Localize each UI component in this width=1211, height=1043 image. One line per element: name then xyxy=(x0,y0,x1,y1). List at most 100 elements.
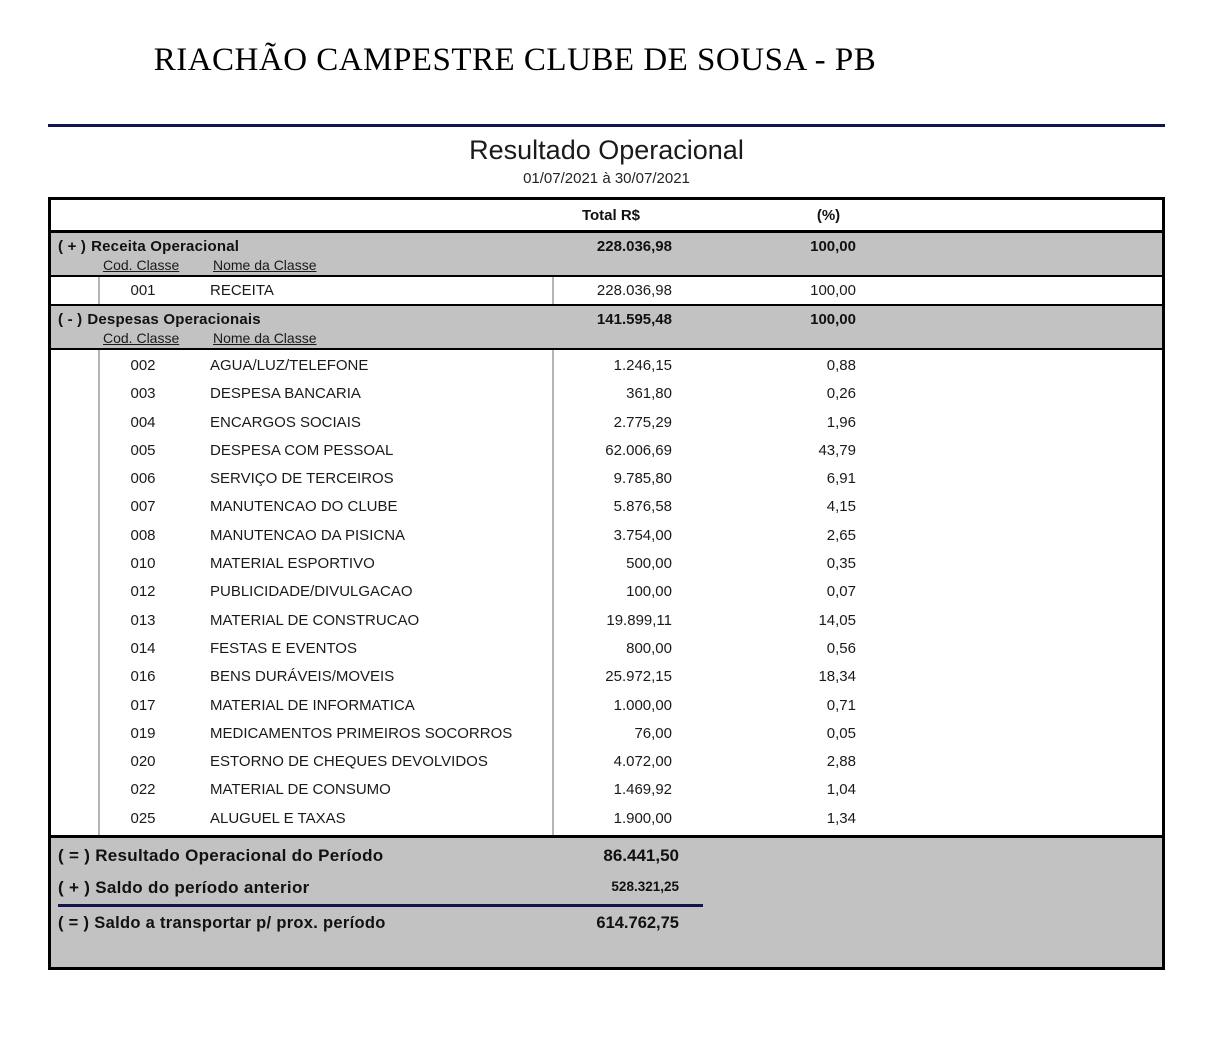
class-name: MEDICAMENTOS PRIMEIROS SOCORROS xyxy=(210,724,513,742)
section-title: ( - ) Despesas Operacionais xyxy=(58,311,261,328)
class-code: 016 xyxy=(130,668,156,686)
class-name: PUBLICIDADE/DIVULGACAO xyxy=(210,583,413,601)
class-total: 1.246,15 xyxy=(613,357,672,374)
class-name: RECEITA xyxy=(210,282,274,299)
class-name: MATERIAL DE CONSUMO xyxy=(210,781,391,799)
class-name: MATERIAL DE CONSTRUCAO xyxy=(210,611,420,629)
receita-rows: 001 RECEITA 228.036,98 100,00 xyxy=(51,277,1162,306)
class-name: BENS DURÁVEIS/MOVEIS xyxy=(210,668,395,686)
table-row: 004 ENCARGOS SOCIAIS 2.775,29 1,96 xyxy=(51,409,1162,437)
table-row: 002 AGUA/LUZ/TELEFONE 1.246,15 0,88 xyxy=(51,352,1162,380)
class-total: 1.469,92 xyxy=(613,781,672,799)
class-total: 4.072,00 xyxy=(613,753,672,771)
class-percent: 0,07 xyxy=(826,583,856,601)
class-total: 100,00 xyxy=(626,583,672,601)
class-total: 800,00 xyxy=(626,639,672,657)
section-percent: 100,00 xyxy=(810,311,856,328)
class-code: 008 xyxy=(130,526,156,544)
class-name: MANUTENCAO DO CLUBE xyxy=(210,498,398,516)
class-total: 76,00 xyxy=(634,724,672,742)
summary-label: ( = ) Saldo a transportar p/ prox. períod… xyxy=(58,914,386,933)
class-percent: 43,79 xyxy=(818,441,856,459)
class-name: MATERIAL ESPORTIVO xyxy=(210,555,375,573)
class-code: 019 xyxy=(130,724,156,742)
class-name: DESPESA BANCARIA xyxy=(210,385,361,403)
table-row: 017 MATERIAL DE INFORMATICA 1.000,00 0,7… xyxy=(51,692,1162,720)
class-percent: 0,26 xyxy=(826,385,856,403)
class-name: FESTAS E EVENTOS xyxy=(210,639,357,657)
subheader-cod-classe: Cod. Classe xyxy=(103,257,180,273)
class-name: DESPESA COM PESSOAL xyxy=(210,441,394,459)
class-total: 1.000,00 xyxy=(613,696,672,714)
class-percent: 100,00 xyxy=(810,282,856,299)
subheader-cod-classe: Cod. Classe xyxy=(103,330,180,346)
summary-line-saldo-anterior: ( + ) Saldo do período anterior 528.321,2… xyxy=(58,878,1162,898)
section-percent: 100,00 xyxy=(810,238,856,255)
class-code: 022 xyxy=(130,781,156,799)
section-total: 141.595,48 xyxy=(596,311,672,328)
class-total: 1.900,00 xyxy=(613,809,672,827)
summary-divider-rule xyxy=(58,904,703,908)
class-percent: 0,05 xyxy=(826,724,856,742)
table-row: 007 MANUTENCAO DO CLUBE 5.876,58 4,15 xyxy=(51,493,1162,521)
report-title: Resultado Operacional xyxy=(469,135,744,165)
section-header-receita: ( + ) Receita Operacional 228.036,98 100,… xyxy=(51,233,1162,277)
table-row: 025 ALUGUEL E TAXAS 1.900,00 1,34 xyxy=(51,805,1162,833)
class-code: 012 xyxy=(130,583,156,601)
class-name: MANUTENCAO DA PISICNA xyxy=(210,526,406,544)
table-column-header-row: Total R$ (%) xyxy=(51,200,1162,233)
subheader-nome-classe: Nome da Classe xyxy=(213,257,317,273)
class-code: 013 xyxy=(130,611,156,629)
col-header-percent: (%) xyxy=(816,207,841,224)
class-name: MATERIAL DE INFORMATICA xyxy=(210,696,415,714)
col-header-total: Total R$ xyxy=(581,207,641,224)
section-label: Receita Operacional xyxy=(91,238,240,255)
section-title: ( + ) Receita Operacional xyxy=(58,238,239,255)
class-code: 010 xyxy=(130,555,156,573)
summary-value: 528.321,25 xyxy=(611,879,679,895)
class-total: 2.775,29 xyxy=(613,413,672,431)
summary-label: ( + ) Saldo do período anterior xyxy=(58,878,310,898)
class-percent: 14,05 xyxy=(818,611,856,629)
report-table: Total R$ (%) ( + ) Receita Operacional 22… xyxy=(48,197,1165,971)
summary-value: 614.762,75 xyxy=(596,914,679,933)
class-total: 228.036,98 xyxy=(596,282,672,299)
section-marker: ( - ) xyxy=(58,311,83,328)
class-name: AGUA/LUZ/TELEFONE xyxy=(210,357,369,374)
table-row: 001 RECEITA 228.036,98 100,00 xyxy=(51,278,1162,303)
class-name: SERVIÇO DE TERCEIROS xyxy=(210,470,394,488)
header-rule xyxy=(48,124,1165,127)
class-total: 9.785,80 xyxy=(613,470,672,488)
class-code: 002 xyxy=(130,357,156,374)
class-percent: 1,96 xyxy=(826,413,856,431)
class-total: 62.006,69 xyxy=(605,441,672,459)
class-percent: 1,04 xyxy=(826,781,856,799)
section-label: Despesas Operacionais xyxy=(87,311,261,328)
class-total: 361,80 xyxy=(626,385,672,403)
class-percent: 18,34 xyxy=(818,668,856,686)
table-row: 008 MANUTENCAO DA PISICNA 3.754,00 2,65 xyxy=(51,522,1162,550)
section-header-despesas: ( - ) Despesas Operacionais 141.595,48 10… xyxy=(51,306,1162,350)
table-row: 012 PUBLICIDADE/DIVULGACAO 100,00 0,07 xyxy=(51,578,1162,606)
class-percent: 0,88 xyxy=(826,357,856,374)
table-row: 013 MATERIAL DE CONSTRUCAO 19.899,11 14,… xyxy=(51,607,1162,635)
table-row: 006 SERVIÇO DE TERCEIROS 9.785,80 6,91 xyxy=(51,465,1162,493)
table-row: 005 DESPESA COM PESSOAL 62.006,69 43,79 xyxy=(51,437,1162,465)
class-percent: 6,91 xyxy=(826,470,856,488)
class-code: 001 xyxy=(130,282,156,299)
class-percent: 0,56 xyxy=(826,639,856,657)
table-row: 003 DESPESA BANCARIA 361,80 0,26 xyxy=(51,380,1162,408)
table-row: 020 ESTORNO DE CHEQUES DEVOLVIDOS 4.072,… xyxy=(51,748,1162,776)
table-row: 016 BENS DURÁVEIS/MOVEIS 25.972,15 18,34 xyxy=(51,663,1162,691)
class-percent: 1,34 xyxy=(826,809,856,827)
company-title: RIACHÃO CAMPESTRE CLUBE DE SOUSA - PB xyxy=(153,42,877,78)
class-name: ENCARGOS SOCIAIS xyxy=(210,413,361,431)
class-code: 003 xyxy=(130,385,156,403)
class-code: 004 xyxy=(130,413,156,431)
section-marker: ( + ) xyxy=(58,238,87,255)
class-total: 5.876,58 xyxy=(613,498,672,516)
class-total: 500,00 xyxy=(626,555,672,573)
class-total: 3.754,00 xyxy=(613,526,672,544)
report-period: 01/07/2021 à 30/07/2021 xyxy=(523,170,690,187)
